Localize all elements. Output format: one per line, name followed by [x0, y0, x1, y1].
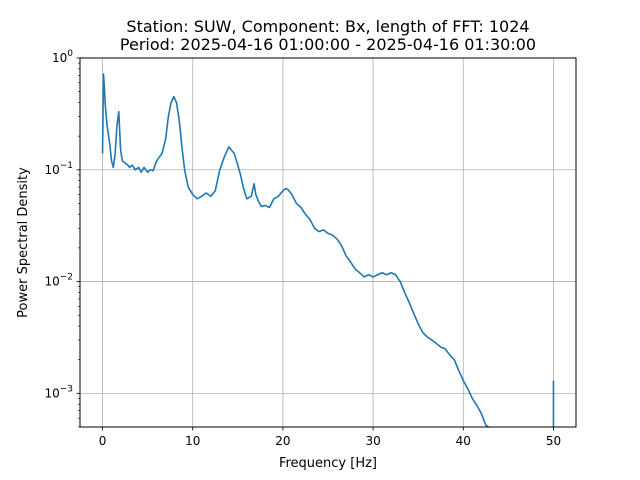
y-tick-label: 10−2 [44, 273, 73, 289]
y-tick-label: 10−3 [44, 384, 73, 400]
x-tick-label: 20 [275, 434, 290, 448]
x-tick-label: 10 [185, 434, 200, 448]
y-tick-label: 10−1 [44, 161, 73, 177]
x-tick-label: 0 [99, 434, 107, 448]
y-axis-label: Power Spectral Density [16, 167, 31, 318]
x-tick-label: 40 [456, 434, 471, 448]
x-tick-label: 50 [546, 434, 561, 448]
psd-series-line [101, 73, 489, 428]
chart-title-line1: Station: SUW, Component: Bx, length of F… [126, 17, 529, 36]
x-tick-label: 30 [365, 434, 380, 448]
plot-frame [79, 57, 577, 428]
x-axis-label: Frequency [Hz] [279, 456, 377, 471]
chart-title-line2: Period: 2025-04-16 01:00:00 - 2025-04-16… [120, 35, 536, 54]
series-layer [101, 73, 555, 428]
y-tick-label: 100 [52, 49, 73, 65]
axis-ticks: 0 10 20 30 40 50 10−3 10−2 10−1 100 [44, 49, 561, 448]
